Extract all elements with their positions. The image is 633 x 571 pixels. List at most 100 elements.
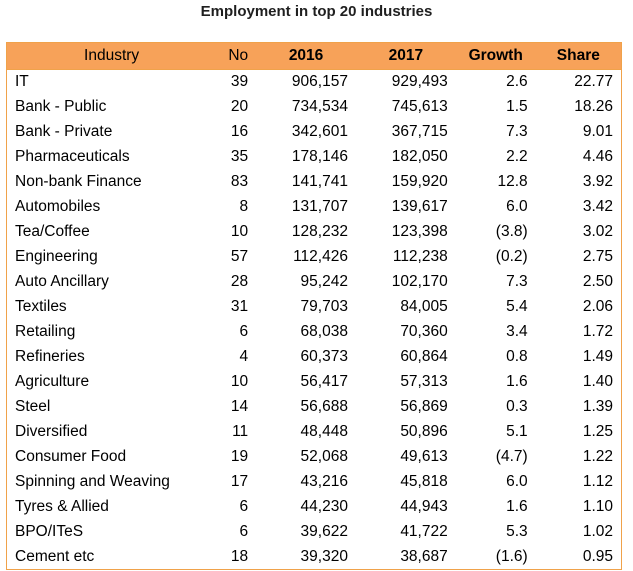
share-cell: 1.72: [582, 323, 613, 340]
value-2016-cell: 39,320: [300, 547, 348, 565]
employment-table: Industry No 2016 2017 Growth Share IT 39 9…: [6, 42, 622, 570]
table-row: Steel 14 56,688 56,869 0.3 1.39: [7, 395, 622, 420]
table-row: Cement etc 18 39,320 38,687 (1.6) 0.95: [7, 545, 622, 570]
value-2017-cell: 38,687: [400, 547, 448, 565]
table-row: Engineering 57 112,426 112,238 (0.2) 2.75: [7, 245, 622, 270]
value-2017-cell: 182,050: [391, 148, 448, 165]
growth-cell: (4.7): [495, 448, 528, 465]
table-row: Textiles 31 79,703 84,005 5.4 2.06: [7, 295, 622, 320]
no-cell: 8: [239, 198, 249, 215]
growth-cell: 1.6: [506, 498, 528, 515]
table-row: Tea/Coffee 10 128,232 123,398 (3.8) 3.02: [7, 220, 622, 245]
value-2016-cell: 52,068: [300, 448, 348, 465]
value-2017-cell: 112,238: [392, 248, 448, 265]
value-2017-cell: 60,864: [400, 348, 448, 365]
value-2017-cell: 745,613: [391, 98, 448, 115]
share-cell: 1.25: [582, 423, 613, 440]
value-2017-cell: 929,493: [391, 73, 448, 91]
no-cell: 83: [230, 173, 249, 190]
industry-cell: Spinning and Weaving: [15, 473, 170, 490]
growth-cell: 5.4: [506, 298, 528, 315]
table-row: Non-bank Finance 83 141,741 159,920 12.8 3.92: [7, 170, 622, 195]
share-cell: 2.06: [582, 298, 613, 315]
no-cell: 6: [239, 498, 249, 515]
share-cell: 1.49: [582, 348, 613, 365]
industry-cell: Non-bank Finance: [15, 173, 142, 190]
growth-cell: 0.8: [506, 348, 528, 365]
share-cell: 1.39: [582, 398, 613, 415]
no-cell: 17: [230, 473, 249, 490]
industry-cell: Automobiles: [15, 198, 101, 215]
industry-cell: Diversified: [15, 423, 88, 440]
value-2017-cell: 41,722: [400, 523, 448, 540]
value-2016-cell: 734,534: [291, 98, 348, 115]
value-2017-cell: 123,398: [391, 223, 448, 240]
industry-cell: IT: [15, 73, 29, 91]
table-row: BPO/ITeS 6 39,622 41,722 5.3 1.02: [7, 520, 622, 545]
industry-cell: Steel: [15, 398, 51, 415]
value-2016-cell: 178,146: [291, 148, 348, 165]
industry-cell: Bank - Public: [15, 98, 107, 115]
value-2017-cell: 139,617: [391, 198, 448, 215]
share-cell: 22.77: [574, 73, 613, 91]
no-cell: 6: [239, 523, 249, 540]
value-2016-cell: 112,426: [293, 248, 348, 265]
value-2017-cell: 44,943: [400, 498, 448, 515]
no-cell: 14: [230, 398, 249, 415]
value-2017-cell: 56,869: [400, 398, 448, 415]
growth-cell: 6.0: [506, 473, 528, 490]
growth-cell: 7.3: [506, 273, 528, 290]
table-row: IT 39 906,157 929,493 2.6 22.77: [7, 70, 622, 95]
growth-cell: 1.5: [506, 98, 528, 115]
header-2016: 2016: [256, 42, 356, 70]
share-cell: 3.02: [582, 223, 613, 240]
growth-cell: 6.0: [506, 198, 528, 215]
industry-cell: Pharmaceuticals: [15, 148, 130, 165]
share-cell: 3.42: [582, 198, 613, 215]
table-row: Spinning and Weaving 17 43,216 45,818 6.0 1.1…: [7, 470, 622, 495]
value-2017-cell: 70,360: [400, 323, 448, 340]
no-cell: 4: [239, 348, 249, 365]
industry-cell: Cement etc: [15, 547, 95, 565]
header-no: No: [216, 42, 257, 70]
industry-cell: Tea/Coffee: [15, 223, 90, 240]
table-row: Retailing 6 68,038 70,360 3.4 1.72: [7, 320, 622, 345]
industry-cell: Consumer Food: [15, 448, 127, 465]
header-industry: Industry: [6, 42, 217, 70]
industry-cell: Retailing: [15, 323, 76, 340]
share-cell: 1.40: [582, 373, 613, 390]
header-share: Share: [535, 42, 622, 70]
growth-cell: 0.3: [506, 398, 528, 415]
no-cell: 35: [230, 148, 249, 165]
no-cell: 11: [232, 423, 249, 440]
no-cell: 57: [230, 248, 249, 265]
industry-cell: BPO/ITeS: [15, 523, 84, 540]
table-row: Consumer Food 19 52,068 49,613 (4.7) 1.22: [7, 445, 622, 470]
growth-cell: (0.2): [495, 248, 528, 265]
value-2016-cell: 906,157: [291, 73, 348, 91]
table-row: Tyres & Allied 6 44,230 44,943 1.6 1.10: [7, 495, 622, 520]
growth-cell: 7.3: [506, 123, 528, 140]
growth-cell: 3.4: [506, 323, 528, 340]
growth-cell: (1.6): [495, 547, 528, 565]
growth-cell: 12.8: [497, 173, 528, 190]
table-body: IT 39 906,157 929,493 2.6 22.77 Bank - Public 2…: [7, 70, 622, 570]
value-2016-cell: 68,038: [300, 323, 348, 340]
table-row: Agriculture 10 56,417 57,313 1.6 1.40: [7, 370, 622, 395]
table-row: Bank - Private 16 342,601 367,715 7.3 9.01: [7, 120, 622, 145]
value-2017-cell: 45,818: [400, 473, 448, 490]
share-cell: 1.22: [582, 448, 613, 465]
no-cell: 19: [230, 448, 249, 465]
value-2016-cell: 56,417: [300, 373, 348, 390]
industry-cell: Textiles: [15, 298, 67, 315]
share-cell: 18.26: [574, 98, 613, 115]
header-row: Industry No 2016 2017 Growth Share: [6, 42, 622, 70]
industry-cell: Engineering: [15, 248, 98, 265]
value-2017-cell: 84,005: [400, 298, 448, 315]
no-cell: 10: [230, 373, 249, 390]
value-2016-cell: 342,601: [291, 123, 348, 140]
share-cell: 9.01: [582, 123, 613, 140]
industry-cell: Agriculture: [15, 373, 90, 390]
industry-cell: Auto Ancillary: [15, 273, 109, 290]
industry-cell: Refineries: [15, 348, 85, 365]
